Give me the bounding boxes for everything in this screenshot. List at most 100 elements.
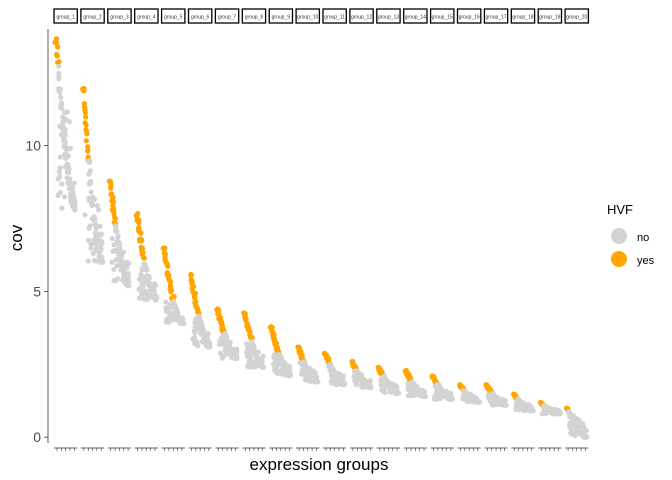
point-hvf-no: [96, 207, 102, 213]
point-hvf-yes: [136, 220, 142, 226]
points-body-group_1: [55, 104, 78, 211]
point-hvf-no: [330, 380, 337, 386]
point-hvf-no: [192, 324, 198, 330]
y-axis: 0 5 10: [25, 29, 49, 445]
point-hvf-no: [245, 351, 251, 357]
point-hvf-no: [58, 94, 64, 100]
point-hvf-no: [114, 262, 120, 269]
facet-strip-label: group_4: [137, 15, 156, 21]
point-hvf-no: [64, 109, 70, 115]
point-hvf-no: [394, 390, 400, 396]
point-hvf-no: [249, 362, 255, 368]
point-hvf-yes: [140, 250, 146, 256]
point-hvf-yes: [81, 85, 87, 92]
point-hvf-no: [85, 258, 91, 264]
points-body-group_12: [351, 368, 373, 390]
point-hvf-no: [193, 319, 199, 325]
point-hvf-no: [61, 143, 67, 149]
point-hvf-no: [144, 273, 151, 279]
facet-strip: [376, 8, 401, 24]
point-hvf-no: [285, 367, 291, 373]
facet-group_2: group_2: [80, 8, 106, 451]
point-hvf-no: [57, 104, 64, 110]
points-body-group_4: [136, 265, 159, 303]
point-hvf-no: [57, 123, 63, 129]
point-hvf-no: [550, 410, 556, 416]
point-hvf-no: [257, 361, 263, 367]
point-hvf-yes: [85, 148, 91, 154]
legend-key-no: [611, 228, 627, 244]
point-hvf-no: [367, 378, 373, 384]
point-hvf-no: [88, 245, 94, 251]
point-hvf-no: [363, 382, 369, 388]
point-hvf-no: [582, 433, 589, 439]
facet-strip: [349, 8, 374, 24]
point-hvf-no: [205, 335, 211, 341]
point-hvf-no: [62, 164, 68, 170]
facet-group_9: group_9: [267, 8, 294, 451]
facet-strip-label: group_1: [56, 15, 75, 21]
point-hvf-no: [572, 432, 578, 439]
point-hvf-no: [111, 277, 117, 284]
points-body-group_8: [244, 341, 266, 370]
point-hvf-no: [91, 257, 97, 264]
points-body-group_11: [326, 363, 347, 388]
point-hvf-no: [474, 396, 480, 402]
facet-strip-label: group_5: [164, 15, 183, 21]
point-hvf-no: [92, 196, 98, 202]
point-hvf-no: [234, 346, 240, 352]
point-hvf-no: [163, 308, 169, 314]
point-hvf-no: [568, 412, 575, 418]
point-hvf-no: [88, 180, 94, 186]
point-hvf-no: [72, 198, 78, 204]
point-hvf-no: [57, 165, 63, 171]
y-axis-title: cov: [7, 224, 26, 251]
point-hvf-no: [168, 311, 175, 317]
point-hvf-yes: [107, 178, 113, 185]
facet-strip: [403, 8, 428, 24]
y-tick-label: 10: [25, 138, 41, 154]
x-axis-title: expression groups: [250, 455, 389, 474]
point-hvf-no: [432, 383, 438, 389]
point-hvf-no: [140, 278, 146, 284]
point-hvf-no: [61, 126, 67, 132]
point-hvf-no: [109, 236, 115, 242]
point-hvf-no: [90, 251, 96, 257]
facet-group_1: group_1: [52, 8, 78, 451]
point-hvf-no: [380, 379, 386, 385]
point-hvf-no: [419, 388, 425, 394]
point-hvf-no: [172, 305, 178, 311]
point-hvf-no: [299, 360, 306, 367]
point-hvf-yes: [138, 230, 144, 236]
point-hvf-no: [300, 366, 306, 373]
point-hvf-no: [61, 138, 67, 144]
point-hvf-no: [357, 374, 363, 380]
point-hvf-no: [118, 267, 124, 273]
facet-group_20: group_20: [563, 8, 590, 451]
point-hvf-no: [568, 430, 574, 436]
point-hvf-no: [123, 261, 129, 267]
point-hvf-no: [180, 316, 186, 322]
point-hvf-no: [191, 335, 198, 341]
point-hvf-yes: [162, 251, 168, 257]
point-hvf-no: [544, 406, 551, 412]
point-hvf-no: [340, 374, 346, 380]
point-hvf-no: [310, 378, 316, 384]
points-body-group_13: [378, 375, 400, 396]
point-hvf-no: [93, 241, 99, 247]
point-hvf-no: [192, 341, 198, 347]
point-hvf-no: [166, 303, 172, 309]
point-hvf-no: [312, 370, 318, 376]
points-body-group_19: [539, 403, 563, 417]
point-hvf-no: [153, 297, 159, 303]
facet-group_5: group_5: [160, 8, 187, 451]
y-tick-label: 5: [33, 283, 41, 299]
point-hvf-no: [466, 393, 472, 399]
point-hvf-no: [174, 310, 180, 316]
point-hvf-no: [87, 168, 93, 174]
point-hvf-no: [260, 353, 266, 359]
facet-strip-label: group_13: [378, 15, 399, 21]
point-hvf-no: [492, 399, 498, 405]
point-hvf-yes: [56, 59, 62, 65]
facet-strip-label: group_20: [566, 15, 587, 21]
